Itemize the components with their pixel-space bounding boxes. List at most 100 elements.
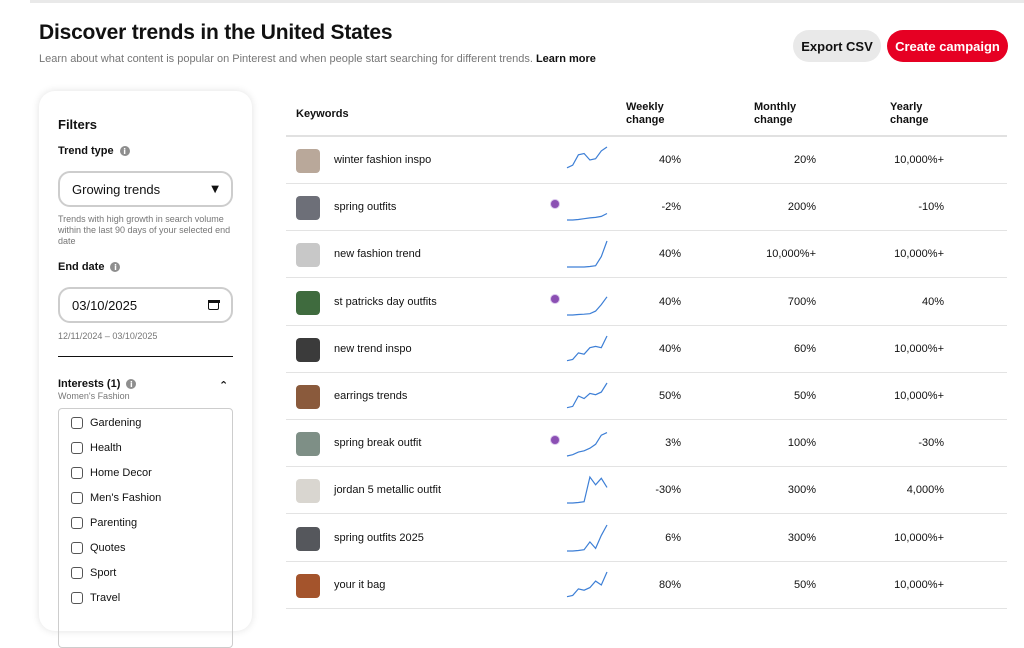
weekly-change-value: -2%	[661, 201, 681, 214]
keyword-thumbnail	[296, 526, 320, 551]
keyword-thumbnail	[296, 385, 320, 409]
keyword-text[interactable]: winter fashion inspo	[334, 154, 432, 166]
keyword-thumbnail	[296, 337, 320, 362]
keyword-text[interactable]: earrings trends	[334, 390, 408, 402]
keyword-text[interactable]: spring outfits 2025	[334, 531, 424, 544]
export-csv-button[interactable]: Export CSV	[793, 30, 881, 62]
weekly-change-value: 3%	[665, 437, 681, 450]
end-date-value: 03/10/2025	[72, 297, 138, 313]
col-header-monthly-line1: Monthly	[754, 101, 797, 113]
trend-sparkline	[566, 571, 608, 598]
interest-label: Health	[90, 442, 122, 454]
keyword-text[interactable]: new fashion trend	[334, 248, 421, 261]
yearly-change-value: 10,000%+	[894, 390, 944, 402]
keyword-text[interactable]: spring break outfit	[334, 437, 422, 450]
keyword-text[interactable]: st patricks day outfits	[334, 295, 437, 308]
chevron-up-icon[interactable]: ⌃	[219, 379, 229, 392]
interest-checkbox-item[interactable]: Men's Fashion	[71, 492, 161, 504]
trend-sparkline	[567, 524, 608, 552]
table-row[interactable]: spring outfits 2025 6% 300% 10,000%+	[286, 515, 1007, 562]
monthly-change-value: 50%	[793, 390, 816, 402]
monthly-change-value: 20%	[793, 154, 816, 166]
col-header-weekly[interactable]: Weekly change	[626, 101, 665, 127]
interest-checkbox-item[interactable]: Parenting	[71, 517, 137, 529]
checkbox[interactable]	[71, 442, 83, 454]
interest-label: Quotes	[90, 542, 126, 554]
table-row[interactable]: new trend inspo 40% 60% 10,000%+	[286, 326, 1007, 373]
table-row[interactable]: new fashion trend 40% 10,000%+ 10,000%+	[286, 231, 1007, 279]
info-icon[interactable]: i	[110, 262, 121, 272]
calendar-icon[interactable]	[207, 299, 220, 310]
trend-sparkline	[567, 296, 608, 316]
keyword-text[interactable]: jordan 5 metallic outfit	[334, 484, 441, 497]
weekly-change-value: 6%	[665, 531, 681, 544]
table-row[interactable]: spring break outfit 3% 100% -30%	[286, 420, 1007, 468]
col-header-monthly[interactable]: Monthly change	[754, 101, 796, 127]
monthly-change-value: 10,000%+	[766, 248, 816, 261]
interest-checkbox-item[interactable]: Gardening	[71, 417, 141, 429]
keyword-text[interactable]: spring outfits	[334, 201, 397, 214]
yearly-change-value: 10,000%+	[894, 342, 944, 355]
col-header-keywords[interactable]: Keywords	[296, 108, 349, 120]
interest-checkbox-item[interactable]: Health	[71, 442, 122, 454]
trend-type-label: Trend type i	[58, 145, 130, 157]
trend-sparkline	[567, 475, 608, 504]
checkbox[interactable]	[71, 517, 83, 529]
sparkline-path	[566, 432, 608, 457]
end-date-input[interactable]: 03/10/2025	[58, 287, 233, 323]
monthly-change-value: 300%	[787, 531, 816, 544]
weekly-change-value: 40%	[658, 342, 681, 355]
col-header-yearly-line1: Yearly	[890, 101, 923, 113]
keyword-text[interactable]: new trend inspo	[334, 342, 412, 355]
seasonal-badge-icon	[551, 294, 559, 303]
checkbox[interactable]	[71, 492, 83, 504]
learn-more-link[interactable]: Learn more	[535, 53, 596, 65]
table-row[interactable]: your it bag 80% 50% 10,000%+	[286, 562, 1007, 609]
info-icon[interactable]: i	[126, 379, 137, 389]
trend-type-label-text: Trend type	[58, 145, 114, 157]
monthly-change-value: 50%	[793, 578, 816, 591]
interest-checkbox-item[interactable]: Sport	[71, 567, 116, 579]
monthly-change-value: 200%	[787, 201, 816, 214]
col-header-yearly-line2: change	[890, 114, 929, 126]
table-row[interactable]: earrings trends 50% 50% 10,000%+	[286, 373, 1007, 420]
interests-label[interactable]: Interests (1) i	[58, 378, 137, 390]
keyword-text[interactable]: your it bag	[334, 578, 386, 591]
create-campaign-button[interactable]: Create campaign	[887, 30, 1008, 62]
checkbox[interactable]	[71, 467, 83, 479]
checkbox[interactable]	[71, 542, 83, 554]
weekly-change-value: 40%	[658, 295, 681, 308]
interest-label: Sport	[90, 567, 117, 579]
table-row[interactable]: jordan 5 metallic outfit -30% 300% 4,000%	[286, 467, 1007, 515]
trend-sparkline	[566, 382, 608, 409]
table-row[interactable]: winter fashion inspo 40% 20% 10,000%+	[286, 137, 1007, 184]
monthly-change-value: 300%	[787, 484, 816, 497]
keyword-thumbnail	[296, 149, 320, 173]
trend-sparkline	[566, 432, 608, 457]
page-subtitle: Learn about what content is popular on P…	[39, 53, 596, 65]
interests-list[interactable]: Gardening Health Home Decor Men's Fashion Pa…	[58, 408, 233, 648]
yearly-change-value: 10,000%+	[894, 154, 944, 166]
info-icon[interactable]: i	[119, 146, 130, 156]
trend-type-select[interactable]: Growing trends ▼	[58, 171, 233, 207]
checkbox[interactable]	[71, 417, 83, 429]
interest-checkbox-item[interactable]: Quotes	[71, 542, 125, 554]
col-header-yearly[interactable]: Yearly change	[890, 101, 929, 127]
filters-panel: Filters Trend type i Growing trends ▼ Tr…	[39, 91, 252, 648]
date-range: 12/11/2024 – 03/10/2025	[58, 331, 158, 341]
table-row[interactable]: st patricks day outfits 40% 700% 40%	[286, 279, 1007, 326]
keyword-thumbnail	[296, 290, 320, 315]
interest-label: Gardening	[90, 417, 142, 429]
interest-checkbox-item[interactable]: Home Decor	[71, 467, 152, 479]
interest-label: Travel	[90, 592, 121, 604]
checkbox[interactable]	[71, 567, 83, 579]
sparkline-path	[566, 382, 608, 409]
monthly-change-value: 700%	[787, 295, 816, 308]
interest-checkbox-item[interactable]: Travel	[71, 592, 120, 604]
sparkline-path	[566, 335, 608, 362]
sparkline-path	[567, 296, 608, 316]
yearly-change-value: -30%	[918, 437, 944, 450]
checkbox[interactable]	[71, 592, 83, 604]
table-row[interactable]: spring outfits -2% 200% -10%	[286, 184, 1007, 232]
sparkline-path	[567, 524, 608, 552]
